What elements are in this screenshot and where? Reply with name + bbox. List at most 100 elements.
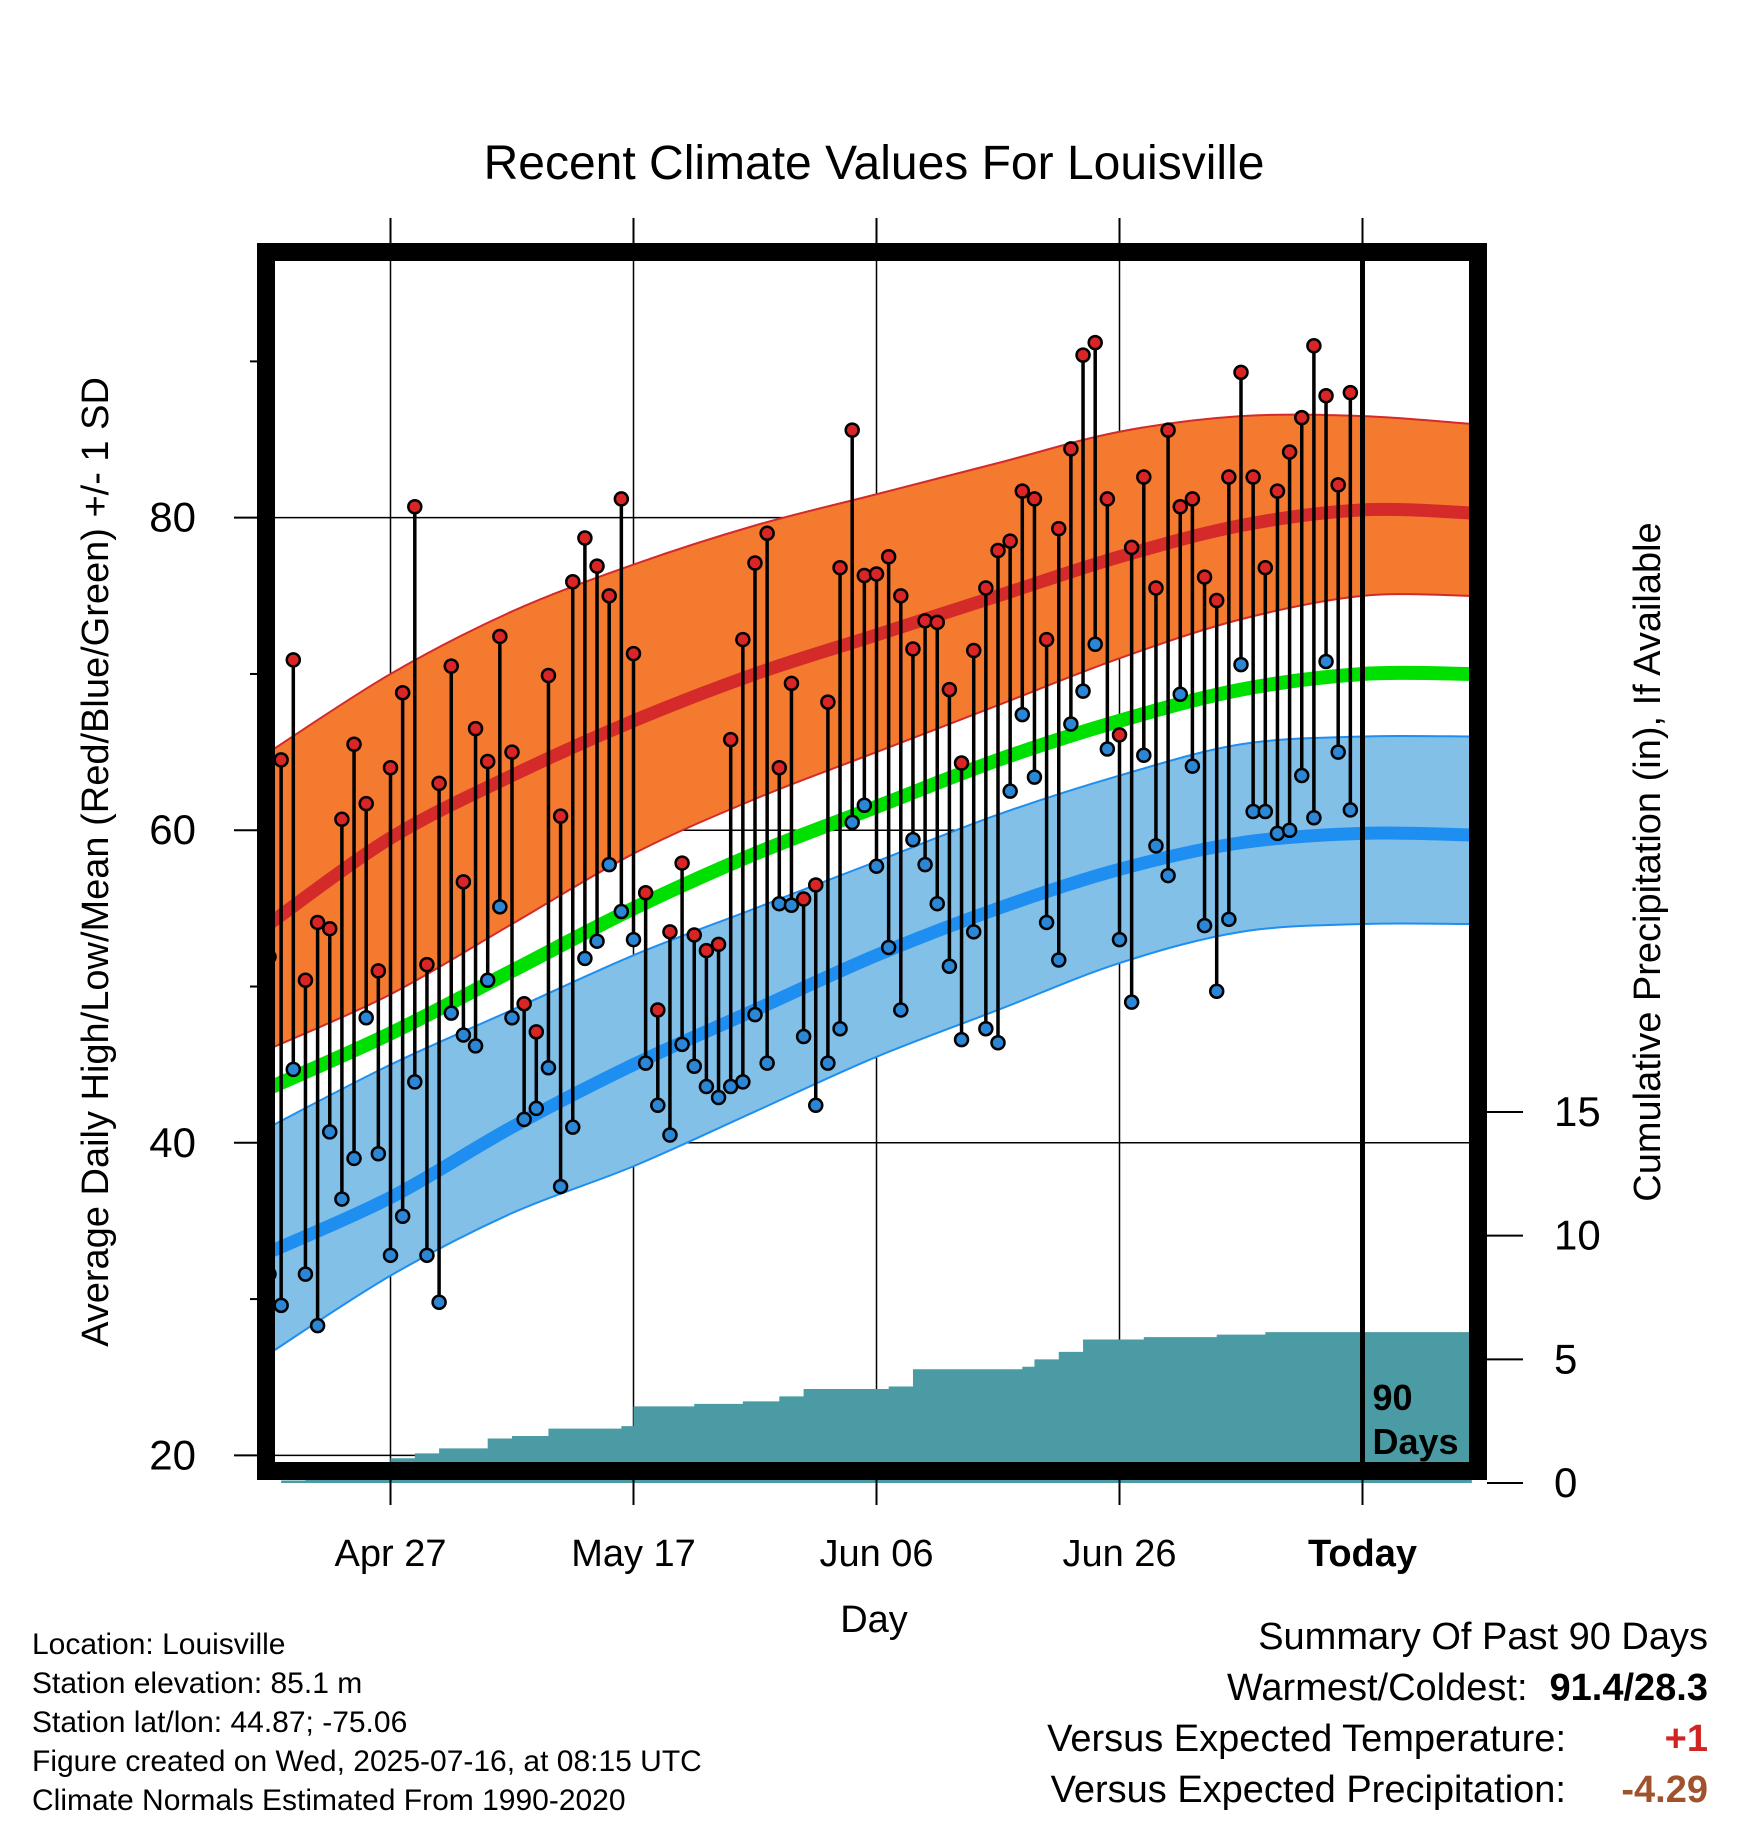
y-tick-label-right: 10	[1554, 1212, 1601, 1259]
daily-high-point	[893, 588, 909, 604]
daily-low-point	[1002, 783, 1018, 799]
daily-low-point	[650, 1097, 666, 1114]
daily-high-point	[1051, 520, 1067, 537]
daily-low-point	[795, 1028, 812, 1045]
daily-low-point	[965, 924, 982, 940]
daily-low-point	[322, 1124, 338, 1140]
y-axis-label-left: Average Daily High/Low/Mean (Red/Blue/Gr…	[75, 377, 117, 1347]
summary-temp-row: Versus Expected Temperature: +1	[1047, 1714, 1708, 1765]
daily-low-point	[929, 895, 945, 912]
daily-high-point	[1123, 539, 1140, 556]
meta-location: Location: Louisville	[32, 1628, 286, 1661]
daily-high-point	[443, 658, 459, 674]
daily-high-point	[856, 567, 873, 584]
meta-created: Figure created on Wed, 2025-07-16, at 08…	[32, 1745, 702, 1778]
daily-low-point	[1038, 914, 1055, 931]
daily-low-point	[941, 958, 958, 974]
daily-low-point	[504, 1010, 520, 1026]
daily-high-point	[407, 498, 423, 515]
daily-high-point	[479, 753, 496, 770]
daily-low-point	[1318, 653, 1334, 670]
daily-high-point	[273, 752, 289, 768]
daily-high-point	[978, 580, 994, 596]
daily-high-point	[1087, 334, 1103, 351]
daily-high-point	[808, 877, 824, 893]
daily-low-point	[370, 1145, 387, 1162]
daily-high-point	[504, 744, 520, 760]
daily-low-point	[917, 856, 933, 873]
daily-low-point	[662, 1127, 678, 1143]
daily-high-point	[1038, 631, 1055, 648]
daily-high-point	[1014, 483, 1031, 499]
daily-low-point	[540, 1060, 557, 1076]
daily-high-point	[1281, 444, 1298, 460]
daily-high-point	[698, 942, 715, 959]
daily-high-point	[1330, 477, 1346, 493]
daily-high-point	[735, 631, 751, 648]
y-tick-label-right: 15	[1554, 1088, 1601, 1135]
daily-low-point	[868, 858, 885, 874]
daily-low-point	[1099, 741, 1116, 757]
daily-high-point	[540, 667, 557, 684]
daily-low-point	[528, 1100, 545, 1117]
daily-high-point	[1172, 498, 1188, 515]
daily-high-point	[783, 675, 800, 692]
y-tick-label-right: 5	[1554, 1335, 1577, 1382]
daily-low-point	[1342, 802, 1359, 818]
warmest-label: Warmest/Coldest:	[1226, 1667, 1528, 1709]
daily-low-point	[1281, 822, 1298, 838]
daily-low-point	[783, 897, 800, 914]
daily-low-point	[1172, 686, 1188, 703]
daily-low-point	[577, 950, 593, 967]
daily-high-point	[589, 558, 605, 574]
daily-low-point	[346, 1150, 362, 1167]
daily-low-point	[686, 1058, 702, 1074]
daily-high-point	[929, 614, 945, 631]
daily-high-point	[552, 808, 569, 824]
daily-low-point	[698, 1078, 715, 1095]
daily-high-point	[820, 694, 836, 710]
daily-high-point	[917, 613, 933, 629]
plot-frame	[257, 243, 1487, 1480]
meta-elevation: Station elevation: 85.1 m	[32, 1667, 363, 1700]
daily-low-point	[893, 1002, 909, 1018]
summary-heading: Summary Of Past 90 Days	[1258, 1616, 1708, 1658]
daily-high-point	[1342, 384, 1359, 401]
daily-low-point	[407, 1074, 423, 1090]
daily-high-point	[953, 755, 970, 771]
daily-low-point	[394, 1208, 411, 1225]
summary-precip-row: Versus Expected Precipitation: -4.29	[1047, 1765, 1708, 1816]
y-tick-label-right: 0	[1554, 1459, 1577, 1506]
daily-low-point	[820, 1055, 836, 1071]
daily-low-point	[1160, 867, 1176, 884]
daily-low-point	[747, 1006, 763, 1023]
daily-low-point	[601, 856, 617, 873]
daily-low-point	[565, 1119, 581, 1135]
daily-low-point	[1257, 803, 1274, 820]
daily-low-point	[1330, 744, 1346, 760]
daily-high-point	[431, 775, 447, 792]
daily-low-point	[1087, 636, 1103, 653]
daily-low-point	[467, 1038, 484, 1054]
daily-low-point	[479, 972, 496, 989]
daily-high-point	[674, 855, 690, 871]
daily-high-point	[419, 956, 435, 973]
daily-high-point	[1196, 569, 1213, 585]
meta-normals: Climate Normals Estimated From 1990-2020	[32, 1784, 626, 1817]
daily-high-point	[880, 549, 897, 565]
y-axis-label-right: Cumulative Precipitation (in), If Availa…	[1627, 522, 1669, 1201]
daily-low-point	[880, 939, 897, 956]
daily-high-point	[1002, 533, 1018, 549]
daily-low-point	[832, 1020, 848, 1037]
daily-high-point	[1233, 364, 1249, 381]
daily-high-point	[625, 645, 642, 662]
y-tick-label-left: 40	[149, 1119, 196, 1166]
daily-low-point	[1184, 758, 1201, 774]
normal-low-line	[266, 826, 1472, 1259]
daily-low-point	[637, 1055, 654, 1071]
daily-low-point	[382, 1247, 399, 1264]
daily-low-point	[1148, 838, 1164, 854]
daily-high-point	[686, 927, 702, 943]
daily-low-point	[674, 1036, 690, 1053]
